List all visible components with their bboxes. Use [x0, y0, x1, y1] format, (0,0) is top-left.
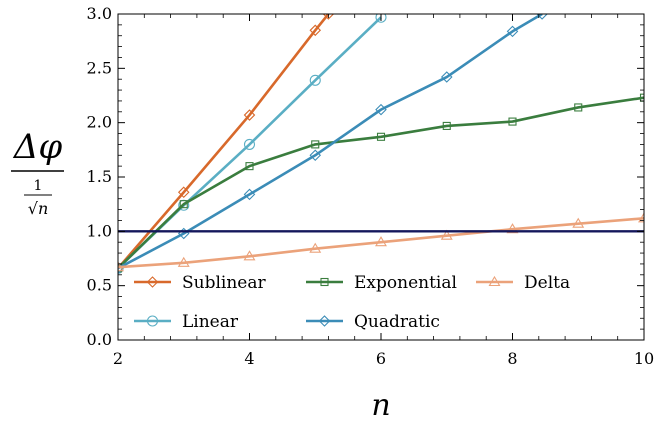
y-axis-label-denominator: √n — [28, 199, 49, 218]
legend-swatch-marker — [320, 277, 329, 287]
data-point-quadratic — [506, 25, 519, 38]
axes-layer: 2 4 6 8 10 0.0 0.5 1.0 1.5 2.0 2.5 3.0 — [87, 4, 655, 368]
y-axis-label: Δφ 1 √n — [11, 127, 64, 218]
data-point-sublinear — [309, 24, 322, 37]
data-point-quadratic — [440, 71, 453, 83]
x-tick-label: 10 — [634, 349, 654, 368]
data-point-sublinear — [322, 14, 335, 20]
data-point-delta — [309, 242, 322, 253]
legend-swatch-marker — [146, 315, 159, 327]
y-tick-label: 0.5 — [87, 276, 112, 295]
series-delta — [118, 212, 644, 272]
x-tick-label: 8 — [507, 349, 517, 368]
data-point-linear — [243, 138, 256, 150]
legend-label: Sublinear — [182, 273, 266, 293]
data-point-delta — [243, 250, 256, 261]
data-point-delta — [572, 217, 585, 228]
y-tick-label: 1.0 — [87, 221, 112, 240]
series-line-sublinear — [118, 14, 330, 270]
series-line-quadratic — [118, 14, 543, 270]
data-point-delta — [118, 261, 124, 272]
legend-swatch-marker — [488, 275, 501, 287]
data-point-quadratic — [309, 149, 322, 162]
legend-label: Linear — [182, 312, 239, 332]
data-point-delta — [440, 229, 453, 240]
series-quadratic — [118, 14, 548, 275]
x-axis-label: n — [371, 388, 390, 423]
series-layer — [118, 14, 644, 275]
data-point-delta — [177, 256, 190, 267]
y-tick-label: 0.0 — [87, 330, 112, 349]
legend-label: Exponential — [354, 273, 457, 293]
legend-item-exponential: Exponential — [306, 273, 457, 293]
data-point-exponential — [179, 200, 188, 209]
series-exponential — [118, 93, 644, 273]
y-axis-label-numerator: 1 — [34, 178, 43, 194]
data-point-exponential — [311, 140, 320, 149]
y-tick-label: 2.0 — [87, 113, 112, 132]
series-line-exponential — [118, 96, 644, 270]
data-point-exponential — [376, 132, 386, 141]
legend-item-quadratic: Quadratic — [306, 312, 440, 332]
data-point-quadratic — [536, 14, 548, 20]
data-point-delta — [506, 223, 519, 234]
y-tick-label: 3.0 — [87, 4, 112, 23]
data-point-linear — [375, 14, 387, 23]
data-point-exponential — [245, 162, 254, 171]
legend-swatch-marker — [318, 315, 331, 327]
data-point-exponential — [508, 117, 517, 126]
legend-label: Quadratic — [354, 312, 440, 332]
x-tick-label: 6 — [376, 349, 386, 368]
legend-item-sublinear: Sublinear — [134, 273, 266, 293]
data-point-sublinear — [177, 186, 190, 198]
legend-swatch-marker — [146, 276, 159, 288]
series-line-delta — [118, 216, 644, 269]
legend: Sublinear Exponential Delta Linear Quadratic — [134, 273, 570, 332]
data-point-delta — [638, 212, 644, 223]
data-point-delta — [375, 236, 387, 247]
series-sublinear — [118, 14, 335, 275]
data-point-exponential — [574, 103, 583, 112]
legend-label: Delta — [524, 273, 570, 293]
data-point-exponential — [639, 93, 644, 102]
legend-item-delta: Delta — [476, 273, 570, 293]
legend-item-linear: Linear — [134, 312, 239, 332]
data-point-quadratic — [375, 103, 387, 116]
y-axis-label-top: Δφ — [12, 127, 63, 167]
y-tick-label: 1.5 — [87, 167, 112, 186]
y-tick-label: 2.5 — [87, 58, 112, 77]
data-point-linear — [309, 74, 321, 86]
data-point-exponential — [442, 121, 451, 130]
x-tick-label: 2 — [113, 349, 123, 368]
data-point-sublinear — [243, 109, 256, 121]
x-tick-label: 4 — [244, 349, 254, 368]
data-point-quadratic — [243, 188, 256, 201]
